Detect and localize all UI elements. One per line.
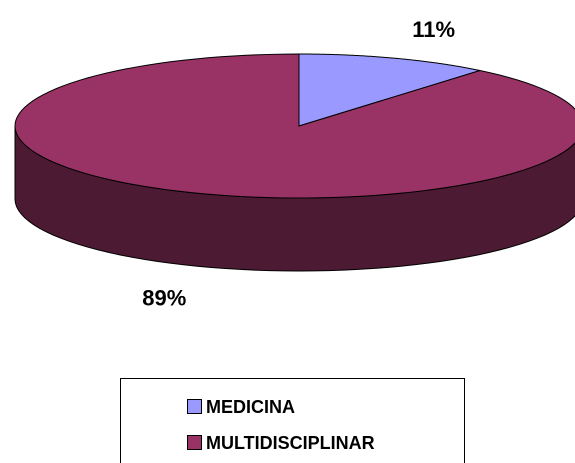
legend-box [120, 378, 465, 463]
legend-label: MULTIDISCIPLINAR [206, 433, 375, 453]
legend-swatch [187, 399, 202, 414]
legend-label: MEDICINA [206, 397, 295, 417]
pie-slice [14, 53, 575, 199]
legend-swatch [187, 435, 202, 450]
pie-slice [298, 53, 481, 127]
data-label: 89% [142, 286, 186, 311]
pie [14, 53, 575, 272]
data-label: 11% [412, 17, 455, 42]
